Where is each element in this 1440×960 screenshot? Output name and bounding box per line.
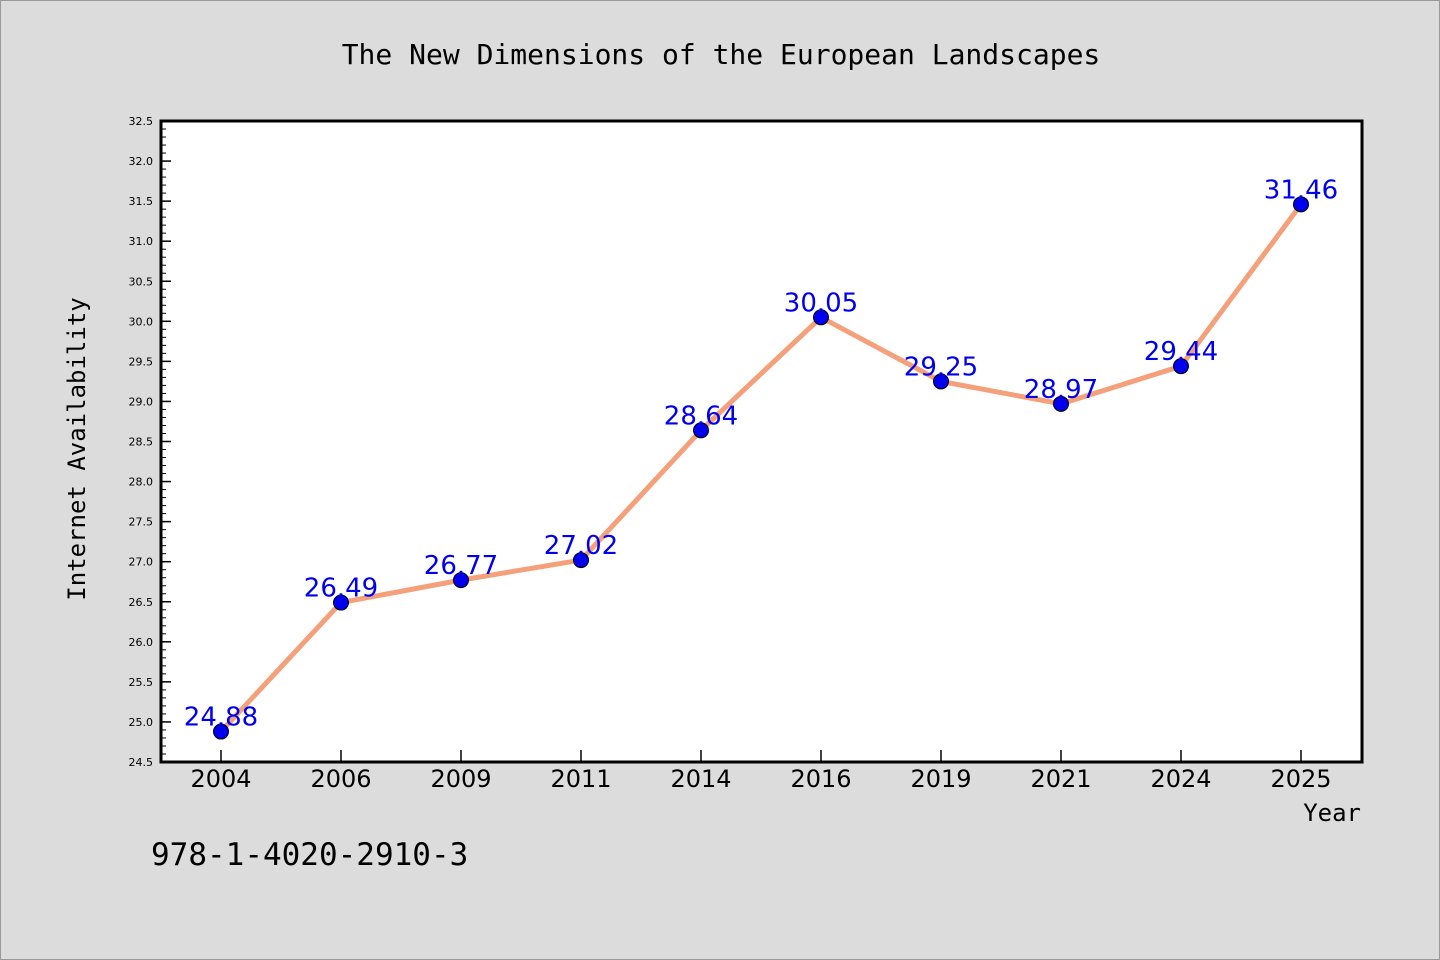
data-label: 28.64 bbox=[664, 401, 738, 431]
data-label: 31.46 bbox=[1264, 175, 1338, 205]
y-tick-label: 32.5 bbox=[129, 115, 154, 128]
data-label: 29.44 bbox=[1144, 337, 1218, 367]
x-tick-label: 2006 bbox=[310, 765, 371, 793]
x-axis-label: Year bbox=[1303, 799, 1361, 827]
series-line bbox=[218, 201, 1304, 735]
data-label: 26.49 bbox=[304, 574, 378, 604]
y-tick-label: 26.0 bbox=[129, 636, 154, 649]
data-point bbox=[453, 572, 469, 589]
plot-area bbox=[159, 119, 1364, 764]
data-point bbox=[1173, 358, 1189, 375]
data-point bbox=[1293, 196, 1309, 213]
data-label: 24.88 bbox=[184, 703, 258, 733]
data-point bbox=[813, 309, 829, 326]
x-tick-label: 2011 bbox=[550, 765, 611, 793]
y-axis-ticks: 24.5 25.0 25.5 26.0 26.5 27.0 27.5 28.0 28.5 29.0… bbox=[129, 115, 171, 769]
x-tick-label: 2021 bbox=[1030, 765, 1091, 793]
data-point bbox=[333, 594, 349, 611]
data-label: 30.05 bbox=[784, 288, 858, 318]
x-tick-label: 2024 bbox=[1150, 765, 1211, 793]
y-tick-label: 25.5 bbox=[129, 676, 154, 689]
chart-title: The New Dimensions of the European Lands… bbox=[342, 38, 1101, 71]
x-tick-label: 2019 bbox=[910, 765, 971, 793]
y-tick-label: 29.0 bbox=[129, 395, 154, 408]
y-tick-label: 30.5 bbox=[129, 275, 154, 288]
data-point bbox=[1053, 395, 1069, 412]
y-tick-label: 29.5 bbox=[129, 355, 154, 368]
y-tick-label: 27.5 bbox=[129, 516, 154, 529]
data-point bbox=[933, 373, 949, 390]
x-tick-label: 2025 bbox=[1270, 765, 1331, 793]
data-label: 26.77 bbox=[424, 551, 498, 581]
y-tick-label: 26.5 bbox=[129, 596, 154, 609]
x-axis-ticks: 2004 2006 2009 2011 2014 2016 2019 2021 2024 2025 bbox=[190, 750, 1332, 793]
data-label: 27.02 bbox=[544, 531, 618, 561]
y-tick-label: 25.0 bbox=[129, 716, 154, 729]
data-label: 28.97 bbox=[1024, 375, 1098, 405]
y-tick-label: 28.5 bbox=[129, 436, 154, 449]
data-point bbox=[693, 422, 709, 439]
data-point bbox=[573, 552, 589, 569]
y-axis-label: Internet Availability bbox=[63, 297, 91, 600]
y-tick-label: 30.0 bbox=[129, 315, 154, 328]
data-labels: 24.88 26.49 26.77 27.02 28.64 30.05 29.25 28.97… bbox=[184, 175, 1338, 732]
y-tick-label: 27.0 bbox=[129, 556, 154, 569]
y-tick-label: 31.0 bbox=[129, 235, 154, 248]
y-tick-label: 32.0 bbox=[129, 155, 154, 168]
data-label: 29.25 bbox=[904, 352, 978, 382]
x-tick-label: 2014 bbox=[670, 765, 731, 793]
x-tick-label: 2004 bbox=[190, 765, 251, 793]
x-tick-label: 2009 bbox=[430, 765, 491, 793]
y-tick-label: 28.0 bbox=[129, 476, 154, 489]
x-tick-label: 2016 bbox=[790, 765, 851, 793]
data-point bbox=[213, 723, 229, 740]
series-markers bbox=[213, 196, 1309, 740]
y-tick-label: 31.5 bbox=[129, 195, 154, 208]
y-tick-label: 24.5 bbox=[129, 756, 154, 769]
isbn-annotation: 978-1-4020-2910-3 bbox=[151, 837, 468, 873]
